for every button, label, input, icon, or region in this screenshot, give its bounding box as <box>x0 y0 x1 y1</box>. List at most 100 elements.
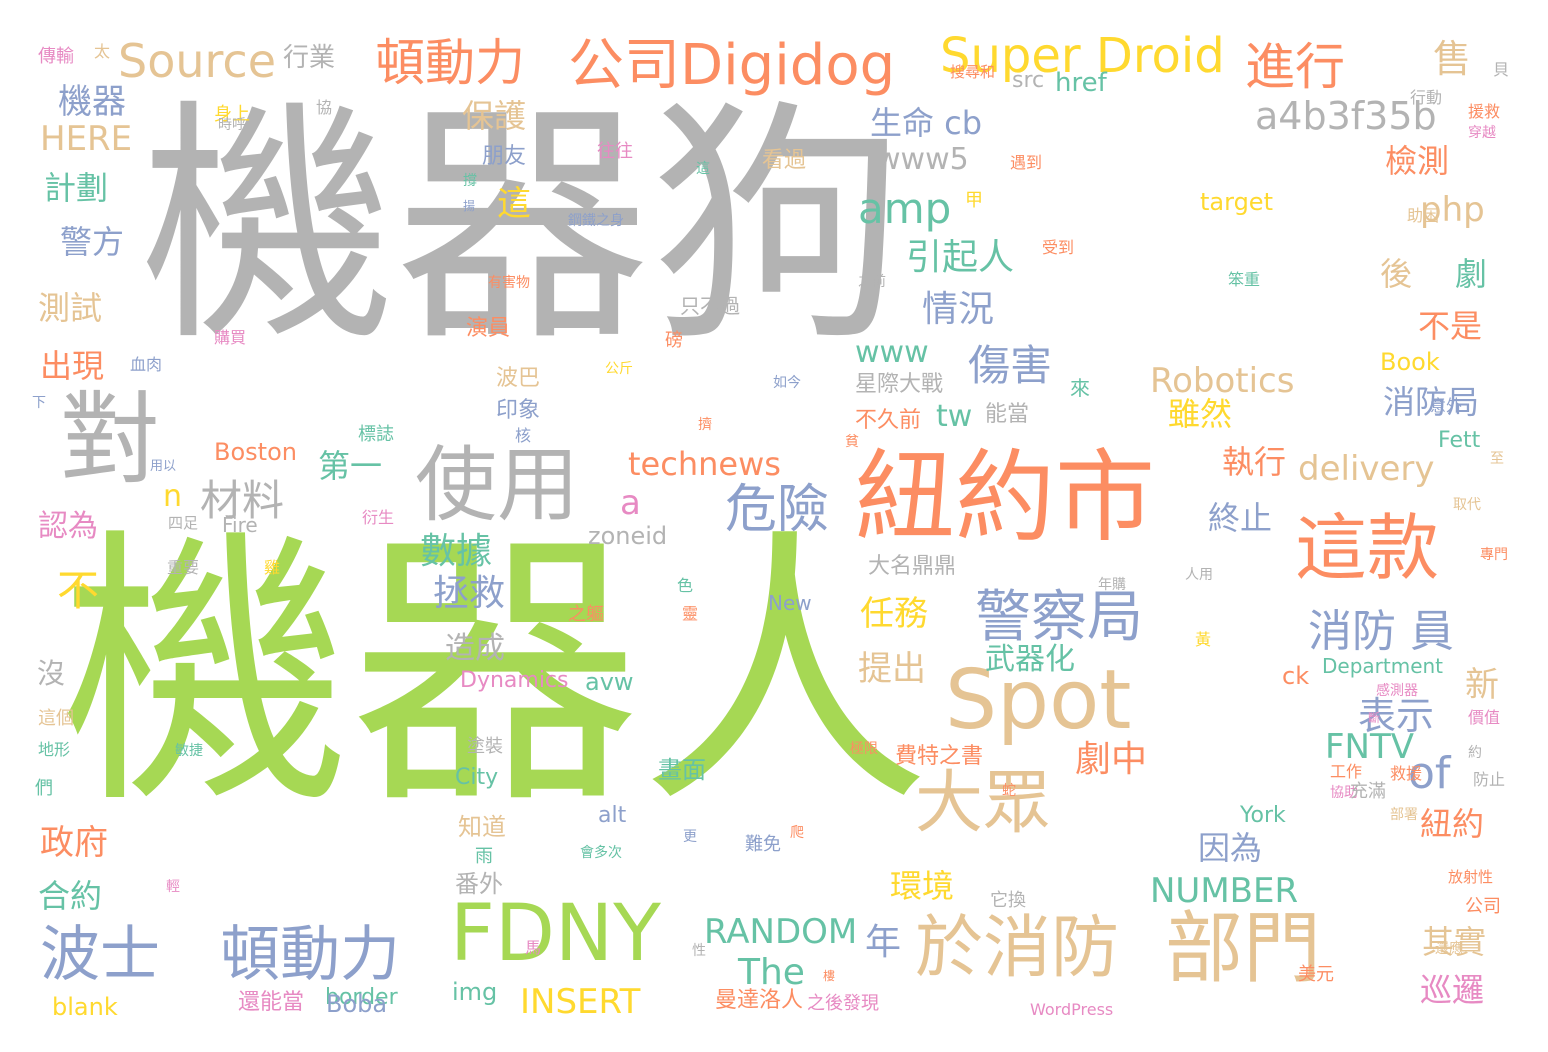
cloud-word: 傷害 <box>968 341 1053 390</box>
cloud-word: 至 <box>1490 451 1504 467</box>
cloud-word: 引起人 <box>906 237 1015 278</box>
cloud-word: 任務 <box>860 594 928 634</box>
cloud-word: 執行 <box>1222 443 1287 481</box>
cloud-word: 年 <box>865 922 902 963</box>
cloud-word: New <box>768 591 812 615</box>
cloud-word: 數據 <box>420 531 493 572</box>
cloud-word: 出現 <box>40 347 105 385</box>
cloud-word: 劇 <box>1455 255 1488 293</box>
cloud-word: 會多次 <box>580 845 622 861</box>
cloud-word: 四足 <box>168 514 199 532</box>
cloud-word: 拯救 <box>433 573 506 614</box>
cloud-word: 巡邏 <box>1420 971 1485 1009</box>
cloud-word: 年購 <box>1098 577 1126 593</box>
cloud-word: 售 <box>1433 37 1472 81</box>
cloud-word: 身上 <box>214 104 250 125</box>
cloud-word: 取代 <box>1453 497 1481 513</box>
cloud-word: 工作 <box>1330 762 1363 781</box>
cloud-word: 因為 <box>1198 829 1263 867</box>
cloud-word: 助困 <box>1407 206 1440 225</box>
cloud-word: 武器化 <box>985 642 1075 677</box>
cloud-word: 政府 <box>40 823 108 863</box>
cloud-word: 番外 <box>455 870 503 898</box>
cloud-word: 色 <box>677 576 694 595</box>
cloud-word: 終止 <box>1208 499 1273 537</box>
cloud-word: 購買 <box>214 328 247 347</box>
cloud-word: 只不過 <box>680 294 740 318</box>
cloud-word: FNTV <box>1325 727 1415 767</box>
cloud-word: 核 <box>515 426 532 445</box>
cloud-word: 援救 <box>1468 102 1501 121</box>
cloud-word: Robotics <box>1150 361 1295 401</box>
cloud-word: 用以 <box>150 459 177 474</box>
cloud-word: 之軀 <box>568 604 604 625</box>
cloud-word: 演員 <box>466 316 511 341</box>
cloud-word: 印象 <box>496 398 541 423</box>
cloud-word: 斷 <box>1368 711 1381 725</box>
cloud-word: 爬 <box>790 825 804 841</box>
cloud-word: 還應 <box>1435 941 1463 957</box>
cloud-word: Fett <box>1438 428 1481 453</box>
cloud-word: 還能當 <box>238 990 305 1015</box>
cloud-word: 於消防 <box>915 909 1120 988</box>
cloud-word: border <box>325 985 398 1010</box>
cloud-word: n <box>163 479 183 514</box>
cloud-word: of <box>1408 748 1451 799</box>
cloud-word: delivery <box>1298 449 1435 489</box>
cloud-word: a4b3f35b <box>1255 94 1437 138</box>
cloud-word: target <box>1200 188 1273 216</box>
cloud-word: 下 <box>32 395 46 411</box>
cloud-word: 大名鼎鼎 <box>868 554 957 579</box>
cloud-word: 地形 <box>38 740 71 759</box>
cloud-word: 頓動力 <box>375 34 525 92</box>
cloud-word: 看過 <box>762 148 807 173</box>
cloud-word: 頓動力 <box>220 920 400 990</box>
cloud-word: 情況 <box>922 289 995 330</box>
cloud-word: HERE <box>40 119 133 159</box>
cloud-word: 紐約市 <box>855 439 1155 556</box>
cloud-word: 擠 <box>698 417 712 433</box>
cloud-word: 大眾 <box>915 764 1052 843</box>
cloud-word: 劇中 <box>1075 739 1148 780</box>
cloud-word: RANDOM <box>704 912 858 952</box>
cloud-word: 來 <box>1070 376 1090 400</box>
cloud-word: 認為 <box>38 509 98 544</box>
cloud-word: 之後發現 <box>807 993 879 1014</box>
cloud-word: 放射性 <box>1448 868 1494 886</box>
cloud-word: 雖然 <box>1168 395 1233 433</box>
cloud-word: 環境 <box>890 867 955 905</box>
cloud-word: 時呼 <box>218 117 246 133</box>
cloud-word: 雞 <box>264 558 281 577</box>
cloud-word: src <box>1012 68 1045 93</box>
cloud-word: 傳輸 <box>38 46 74 67</box>
cloud-word: 保護 <box>462 97 527 135</box>
cloud-word: 甲 <box>965 190 983 211</box>
cloud-word: Boston <box>214 438 297 466</box>
cloud-word: 衍生 <box>362 508 395 527</box>
cloud-word: 難免 <box>745 834 781 855</box>
cloud-word: Fire <box>222 513 258 537</box>
cloud-word: 機器 <box>58 82 126 122</box>
cloud-word: technews <box>628 445 781 483</box>
cloud-word: 人用 <box>1185 567 1213 583</box>
cloud-word: 波巴 <box>496 366 541 391</box>
cloud-word: tw <box>936 399 973 434</box>
cloud-word: 協助 <box>1330 785 1358 801</box>
cloud-word: 其實 <box>1422 923 1487 961</box>
cloud-word: blank <box>52 993 118 1021</box>
cloud-word: 機器狗 <box>140 79 906 376</box>
cloud-word: 畫面 <box>658 756 706 784</box>
cloud-word: 馬 <box>525 938 542 957</box>
cloud-word: 血肉 <box>130 355 163 374</box>
cloud-word: 對 <box>60 381 160 498</box>
cloud-word: The <box>738 952 805 993</box>
cloud-word: 星際大戰 <box>855 372 944 397</box>
cloud-word: 靈 <box>682 604 699 623</box>
cloud-word: www5 <box>876 142 969 177</box>
cloud-word: 消防 員 <box>1308 606 1454 657</box>
cloud-word: 笨重 <box>1228 270 1261 289</box>
cloud-word: 生命 cb <box>870 104 983 142</box>
cloud-word: 不是 <box>1418 307 1483 345</box>
cloud-word: 價值 <box>1468 708 1501 727</box>
